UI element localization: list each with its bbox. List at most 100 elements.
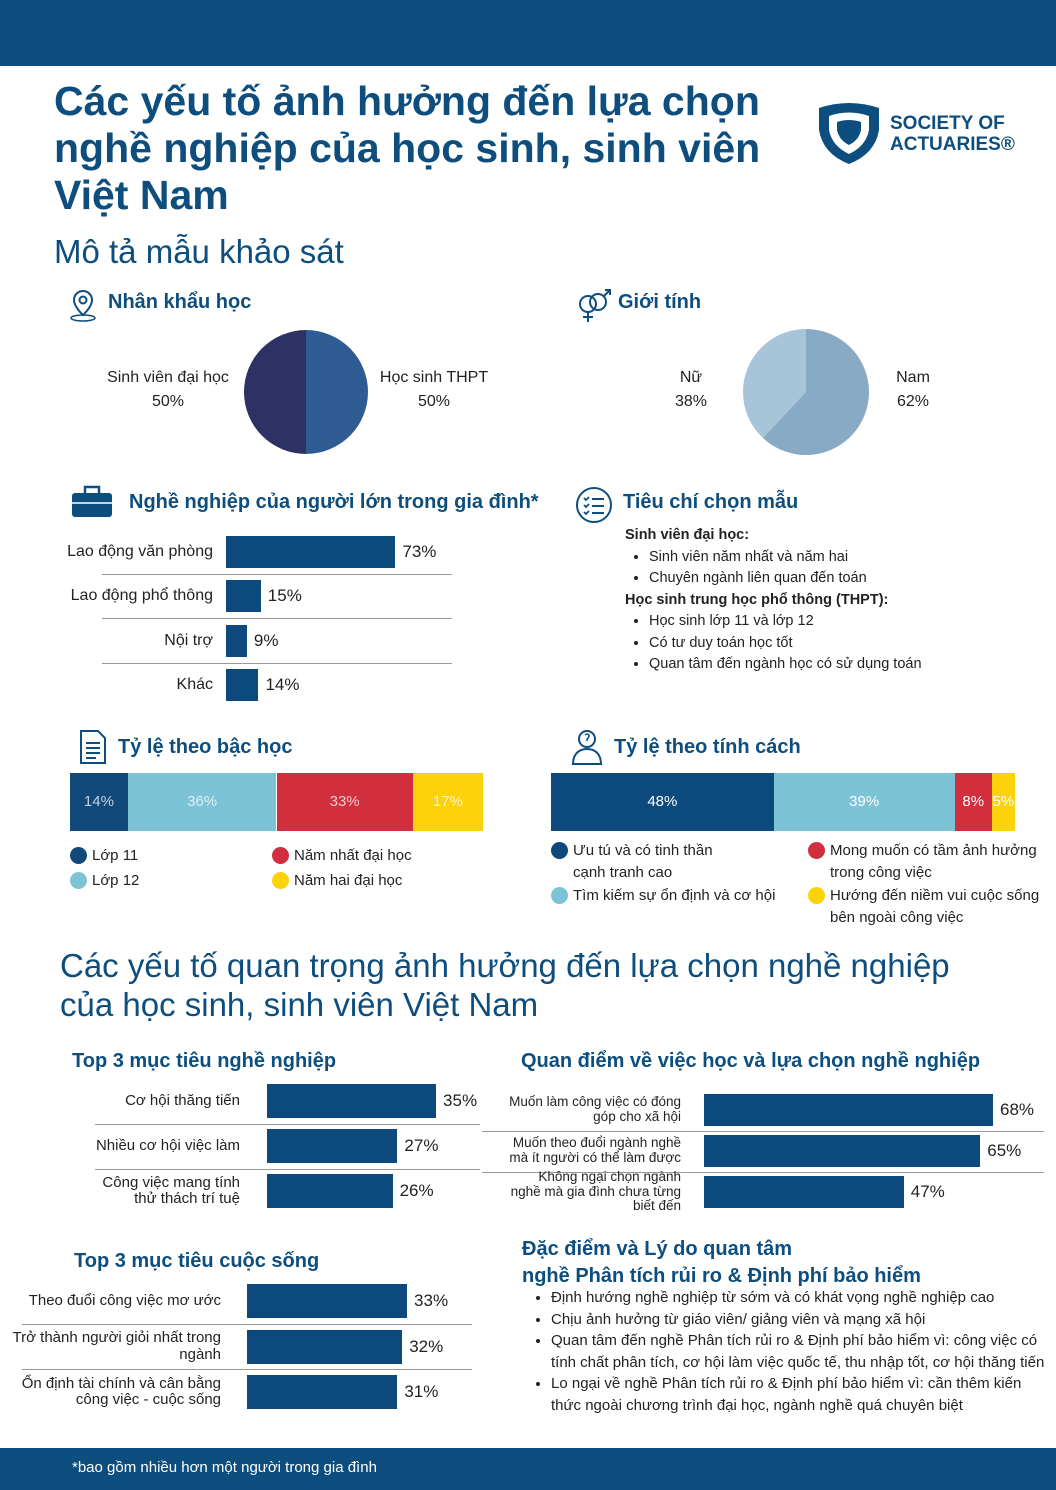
bar: [267, 1084, 437, 1118]
bar: [226, 536, 396, 568]
row-separator: [482, 1130, 1044, 1132]
bar-label: Lao động phổ thông: [70, 587, 213, 605]
bar: [247, 1375, 398, 1409]
row-separator: [22, 1323, 472, 1325]
insurance-item: Định hướng nghề nghiệp từ sớm và có khát…: [551, 1287, 1051, 1309]
bar: [226, 668, 259, 701]
section-title: Các yếu tố quan trọng ảnh hưởng đến lựa …: [60, 946, 950, 1024]
pie-label: Nữ: [679, 369, 703, 386]
bar-label: Nhiều cơ hội việc làm: [95, 1136, 240, 1154]
legend-dot: [808, 887, 825, 904]
section-heading: Nhân khẩu học: [108, 291, 252, 313]
bar-segment: [551, 773, 774, 831]
bar: [267, 1174, 393, 1208]
legend-dot: [70, 872, 87, 889]
insurance-title-line: Đặc điểm và Lý do quan tâm: [522, 1238, 793, 1260]
bar-segment: [991, 773, 1015, 831]
value-label: 15%: [267, 586, 302, 606]
row-separator: [482, 1171, 1044, 1173]
value-label: 73%: [402, 542, 437, 561]
criteria-list: Học sinh lớp 11 và lớp 12 Có tư duy toán…: [625, 611, 1025, 676]
bar: [704, 1135, 981, 1167]
pie-value: 38%: [674, 393, 708, 410]
top-band: [0, 0, 1056, 66]
row-separator: [102, 662, 452, 664]
row-separator: [102, 618, 452, 620]
value-label: 14%: [265, 674, 300, 694]
logo-mark: [819, 103, 879, 164]
bar-segment: [276, 773, 413, 831]
insurance-item: Chịu ảnh hưởng từ giáo viên/ giảng viên …: [551, 1309, 1051, 1331]
legend-dot: [272, 872, 289, 889]
criteria: Sinh viên đại học: Sinh viên năm nhất và…: [625, 525, 1025, 676]
criteria-item: Có tư duy toán học tốt: [649, 633, 1025, 655]
criteria-item: Chuyên ngành liên quan đến toán: [649, 568, 1025, 590]
row-separator: [22, 1369, 472, 1371]
legend-label: Năm nhất đại học: [294, 847, 412, 864]
value-label: 26%: [399, 1181, 434, 1200]
pie-layer: [244, 329, 869, 455]
section-heading: Quan điểm về việc học và lựa chọn nghề n…: [521, 1050, 981, 1072]
segment-label: 48%: [647, 793, 678, 810]
legend-label: Lớp 12: [92, 872, 140, 889]
segment-label: 17%: [432, 793, 463, 810]
criteria-heading: Học sinh trung học phổ thông (THPT):: [625, 591, 889, 608]
section-heading: Tỷ lệ theo bậc học: [118, 736, 293, 758]
footer-band: [0, 1448, 1056, 1490]
bar: [267, 1129, 398, 1163]
section-heading: Tỷ lệ theo tính cách: [614, 736, 801, 758]
section-heading: Top 3 mục tiêu nghề nghiệp: [72, 1050, 337, 1072]
bar-label: Theo đuổi công việc mơ ước: [28, 1291, 221, 1309]
bar: [247, 1329, 403, 1364]
bar-label: Trở thành người giỏi nhất trong ngành: [12, 1329, 221, 1363]
legend-dot: [551, 842, 568, 859]
bar-label: Khác: [176, 676, 213, 694]
logo-line: ACTUARIES®: [890, 134, 1015, 155]
bar-label: Cơ hội thăng tiến: [125, 1091, 240, 1109]
segment-label: 39%: [849, 793, 880, 810]
value-label: 31%: [404, 1382, 439, 1401]
icon-list: [576, 487, 612, 523]
icon-document: [80, 730, 106, 764]
section-title-line: Các yếu tố quan trọng ảnh hưởng đến lựa …: [60, 947, 950, 984]
icon-pin: [70, 289, 96, 322]
section-title-line: của học sinh, sinh viên Việt Nam: [60, 986, 539, 1023]
insurance-list: Định hướng nghề nghiệp từ sớm và có khát…: [527, 1287, 1051, 1416]
value-label: 47%: [910, 1182, 945, 1201]
pie-label: Nam: [896, 369, 930, 386]
value-label: 33%: [414, 1291, 449, 1310]
row-separator: [95, 1168, 480, 1170]
pie-label: Học sinh THPT: [379, 369, 489, 386]
legend-label: Tìm kiếm sự ổn định và cơ hội: [573, 887, 776, 904]
criteria-item: Học sinh lớp 11 và lớp 12: [649, 611, 1025, 633]
pie-slice: [306, 330, 368, 454]
legend-label: Lớp 11: [92, 847, 139, 864]
bar-segment: [954, 773, 992, 831]
bar: [704, 1176, 904, 1208]
legend-dot: [272, 847, 289, 864]
bar-segment: [412, 773, 483, 831]
segment-label: 5%: [992, 793, 1015, 810]
segment-label: 14%: [83, 793, 114, 810]
insurance-title-line: nghề Phân tích rủi ro & Định phí bảo hiể…: [522, 1265, 921, 1287]
bar-label: Muốn làm công việc có đóng góp cho xã hộ…: [509, 1094, 681, 1124]
pie-label: Sinh viên đại học: [107, 369, 229, 386]
legend-label: Mong muốn có tầm ảnh hưởng trong công vi…: [830, 842, 1037, 881]
title-line: Các yếu tố ảnh hưởng đến lựa chọn: [54, 78, 760, 124]
bar-label: Công việc mang tính thử thách trí tuệ: [102, 1173, 240, 1207]
insurance-item: Lo ngại về nghề Phân tích rủi ro & Định …: [551, 1373, 1051, 1416]
bar: [704, 1094, 993, 1126]
section-heading: Tiêu chí chọn mẫu: [623, 491, 799, 513]
icon-person: [571, 730, 603, 765]
insurance-item: Quan tâm đến nghề Phân tích rủi ro & Địn…: [551, 1330, 1051, 1373]
criteria-list: Sinh viên năm nhất và năm hai Chuyên ngà…: [625, 547, 1025, 590]
title: Các yếu tố ảnh hưởng đến lựa chọn nghề n…: [54, 78, 760, 219]
value-label: 27%: [404, 1136, 439, 1155]
title-line: nghề nghiệp của học sinh, sinh viên: [54, 125, 761, 171]
value-label: 35%: [443, 1091, 478, 1110]
value-label: 65%: [987, 1141, 1022, 1160]
value-label: 32%: [409, 1336, 444, 1356]
row-separator: [95, 1123, 480, 1125]
legend-label: Hướng đến niềm vui cuộc sống bên ngoài c…: [830, 887, 1040, 926]
